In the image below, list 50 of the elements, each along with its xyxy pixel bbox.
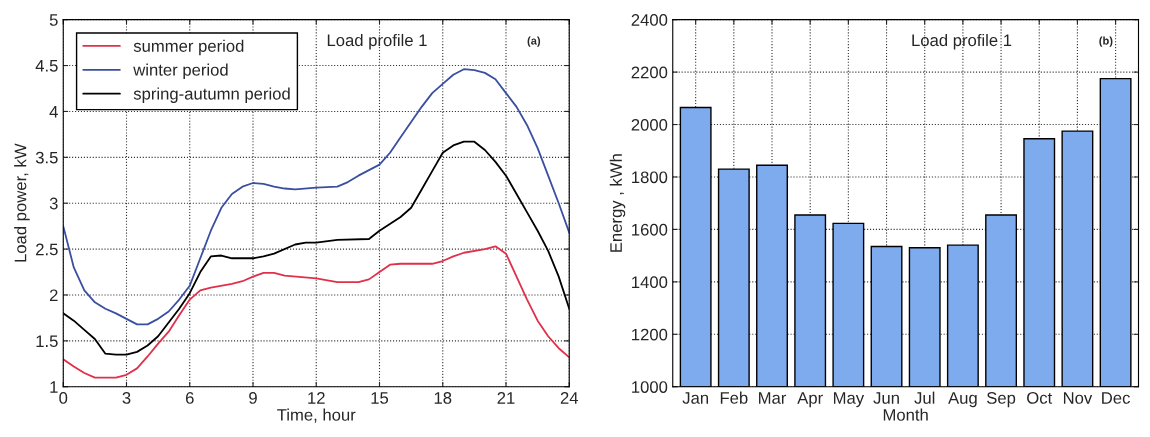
x-tick-label: 9 bbox=[249, 392, 257, 404]
x-tick-label: 24 bbox=[560, 392, 579, 404]
x-tick-label: 0 bbox=[59, 392, 68, 404]
x-tick-label: Apr bbox=[797, 392, 823, 408]
annotation: (a) bbox=[527, 36, 541, 47]
legend-label: winter period bbox=[133, 63, 228, 80]
x-tick-label: 18 bbox=[434, 392, 452, 404]
y-tick-label: 3 bbox=[49, 197, 58, 210]
x-tick-label: Jun bbox=[873, 392, 899, 404]
x-tick-label: Mar bbox=[759, 392, 787, 404]
legend-label: spring-autumn period bbox=[133, 87, 290, 103]
y-tick-label: 2 bbox=[49, 289, 58, 302]
x-tick-label: Oct bbox=[1027, 392, 1053, 404]
x-tick-label: May bbox=[833, 392, 865, 408]
y-tick-label: 4.5 bbox=[35, 60, 58, 72]
x-tick-label: 6 bbox=[185, 392, 194, 404]
x-tick-label: Jan bbox=[682, 392, 709, 404]
x-tick-label: Dec bbox=[1102, 392, 1130, 404]
x-tick-label: Nov bbox=[1063, 392, 1093, 404]
x-axis-title: Time, hour bbox=[277, 408, 356, 423]
y-tick-label: 1600 bbox=[632, 223, 668, 236]
y-tick-label: 1200 bbox=[632, 328, 668, 341]
y-tick-label: 1 bbox=[50, 381, 58, 393]
x-tick-label: 3 bbox=[122, 392, 131, 404]
y-tick-label: 1000 bbox=[632, 381, 668, 393]
y-tick-label: 4 bbox=[49, 106, 58, 118]
x-tick-label: Jul bbox=[914, 391, 935, 404]
x-tick-label: 12 bbox=[308, 392, 325, 404]
y-tick-label: 1800 bbox=[632, 171, 668, 184]
x-axis-title: Month bbox=[883, 408, 928, 421]
annotation: Load profile 1 bbox=[327, 33, 427, 50]
legend-label: summer period bbox=[133, 39, 244, 56]
x-tick-label: Feb bbox=[720, 391, 748, 404]
x-tick-label: Sep bbox=[987, 392, 1016, 408]
x-tick-label: 15 bbox=[371, 392, 389, 404]
y-tick-label: 2200 bbox=[631, 66, 668, 79]
y-tick-label: 1.5 bbox=[36, 335, 58, 348]
annotation: (b) bbox=[1099, 36, 1113, 47]
annotation: Load profile 1 bbox=[912, 33, 1012, 50]
y-tick-label: 3.5 bbox=[35, 151, 58, 164]
y-tick-label: 2000 bbox=[631, 118, 668, 131]
y-axis-title: Energy , kWh bbox=[609, 154, 626, 252]
x-tick-label: 21 bbox=[497, 392, 515, 404]
y-tick-label: 2400 bbox=[631, 14, 668, 26]
line-series bbox=[63, 245, 570, 379]
y-tick-label: 5 bbox=[49, 14, 58, 26]
x-tick-label: Aug bbox=[948, 392, 977, 408]
y-axis-title: Load power, kW bbox=[14, 143, 30, 262]
y-tick-label: 1400 bbox=[632, 276, 668, 289]
y-tick-label: 2.5 bbox=[36, 243, 58, 256]
